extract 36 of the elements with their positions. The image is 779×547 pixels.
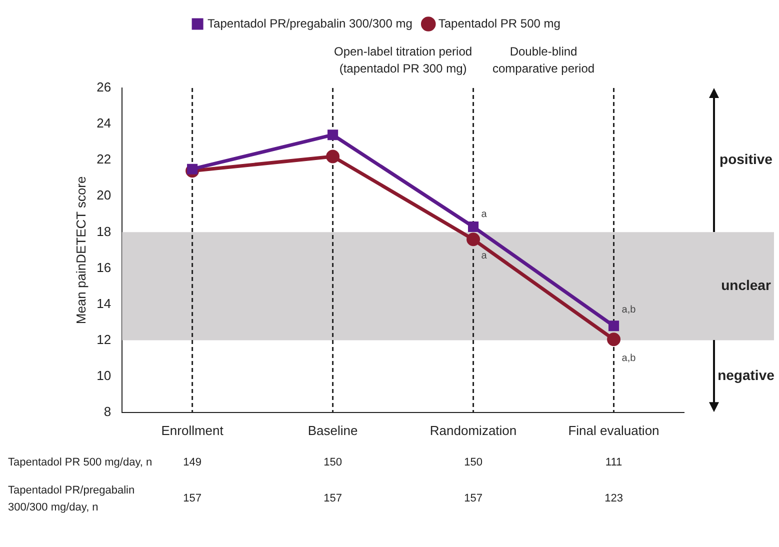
text: 111: [605, 456, 622, 468]
x-tick-label: Enrollment: [161, 422, 224, 438]
text: 157: [464, 492, 482, 504]
text: Tapentadol PR 500 mg/day, n: [8, 456, 152, 468]
x-tick-label: Baseline: [308, 422, 358, 438]
y-tick-label: 14: [96, 296, 112, 311]
annotation: a: [481, 250, 488, 262]
y-tick-label: 8: [104, 404, 112, 419]
text: 150: [324, 456, 342, 468]
annotation: positive: [720, 150, 773, 167]
y-tick-label: 22: [96, 152, 112, 167]
annotation: a,b: [622, 304, 636, 316]
legend-label: Tapentadol PR 500 mg: [438, 16, 560, 30]
y-tick-label: 10: [96, 368, 112, 383]
band-label: unclear: [721, 277, 772, 294]
y-tick-label: 18: [96, 224, 112, 239]
text: Tapentadol PR/pregabalin 300/300 mg/day, n: [8, 484, 135, 514]
text: 157: [183, 492, 202, 504]
y-tick-label: 26: [96, 80, 112, 95]
x-tick-label: Final evaluation: [568, 422, 660, 438]
annotation: negative: [718, 367, 775, 384]
legend-label: Tapentadol PR/pregabalin 300/300 mg: [208, 16, 412, 30]
y-tick-label: 16: [96, 260, 112, 275]
annotation: a: [481, 208, 488, 220]
text: Open-label titration period (tapentadol PR 300 mg): [334, 44, 472, 76]
text: 157: [324, 492, 342, 504]
text: 150: [464, 456, 482, 468]
text: Double-blind comparative period: [492, 44, 595, 76]
y-tick-label: 24: [96, 116, 112, 131]
y-tick-label: 20: [96, 188, 112, 203]
x-tick-label: Randomization: [430, 422, 517, 438]
text: 149: [183, 456, 202, 468]
text: 123: [604, 492, 623, 504]
annotation: a,b: [622, 353, 636, 364]
y-axis-title: Mean painDETECT score: [73, 176, 88, 324]
y-tick-label: 12: [96, 332, 112, 347]
